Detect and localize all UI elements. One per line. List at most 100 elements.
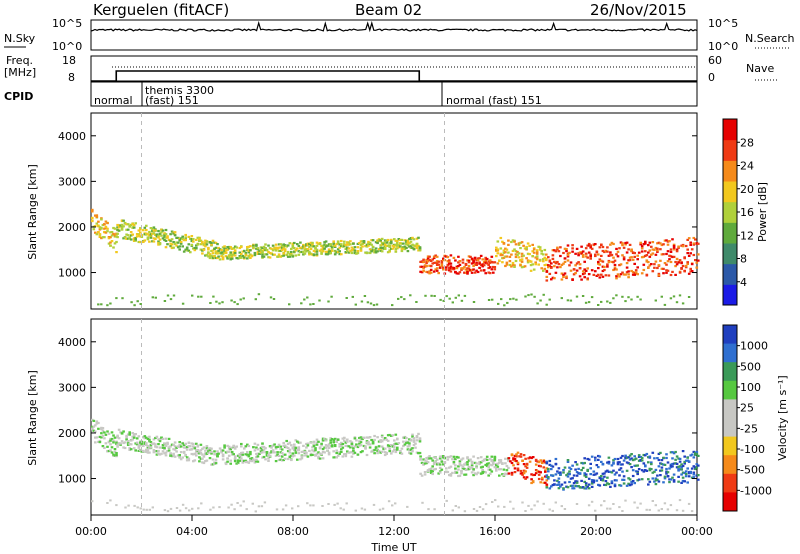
- heatmap-cell: [653, 480, 656, 483]
- heatmap-cell: [264, 248, 267, 252]
- heatmap-cell: [662, 272, 665, 275]
- heatmap-cell: [660, 466, 664, 469]
- heatmap-cell: [654, 253, 658, 256]
- heatmap-cell: [403, 245, 407, 248]
- heatmap-cell: [418, 246, 422, 249]
- heatmap-cell: [393, 439, 396, 442]
- heatmap-cell: [597, 466, 600, 469]
- heatmap-cell: [241, 453, 245, 456]
- heatmap-cell: [335, 440, 338, 443]
- heatmap-cell: [501, 240, 504, 243]
- heatmap-cell: [592, 481, 596, 484]
- heatmap-cell: [190, 452, 194, 456]
- heatmap-cell: [504, 255, 507, 258]
- heatmap-cell: [173, 445, 177, 448]
- heatmap-cell: [501, 257, 504, 260]
- heatmap-cell: [505, 473, 509, 476]
- heatmap-cell: [666, 240, 670, 243]
- heatmap-cell: [402, 440, 405, 443]
- heatmap-cell: [201, 453, 204, 456]
- heatmap-cell: [97, 231, 100, 234]
- heatmap-cell: [103, 227, 106, 230]
- heatmap-cell: [360, 300, 364, 303]
- heatmap-cell: [181, 238, 184, 241]
- heatmap-cell: [429, 457, 433, 460]
- heatmap-cell: [341, 455, 345, 458]
- heatmap-cell: [482, 264, 486, 267]
- heatmap-cell: [463, 463, 466, 466]
- heatmap-cell: [601, 275, 605, 278]
- heatmap-cell: [280, 246, 284, 249]
- heatmap-cell: [692, 473, 696, 476]
- ytick-label: 2000: [58, 221, 86, 234]
- heatmap-cell: [135, 443, 139, 446]
- heatmap-cell: [642, 268, 646, 272]
- heatmap-cell: [484, 471, 487, 474]
- heatmap-cell: [604, 249, 608, 252]
- heatmap-cell: [568, 251, 571, 254]
- heatmap-cell: [213, 255, 216, 258]
- heatmap-cell: [142, 508, 145, 511]
- heatmap-cell: [370, 450, 373, 453]
- heatmap-cell: [659, 242, 662, 245]
- heatmap-cell: [636, 273, 639, 276]
- heatmap-cell: [500, 298, 503, 301]
- heatmap-cell: [333, 253, 337, 256]
- heatmap-cell: [402, 247, 405, 250]
- heatmap-cell: [257, 293, 261, 296]
- heatmap-cell: [236, 502, 239, 504]
- heatmap-cell: [495, 464, 498, 467]
- heatmap-cell: [636, 479, 639, 482]
- heatmap-cell: [364, 446, 367, 449]
- heatmap-cell: [254, 298, 257, 301]
- heatmap-cell: [633, 458, 636, 461]
- heatmap-cell: [192, 238, 195, 241]
- heatmap-cell: [335, 242, 338, 246]
- heatmap-cell: [520, 252, 524, 255]
- heatmap-cell: [581, 273, 585, 276]
- heatmap-cell: [199, 449, 203, 452]
- heatmap-cell: [400, 249, 404, 253]
- heatmap-cell: [115, 454, 118, 457]
- heatmap-cell: [490, 455, 494, 458]
- heatmap-cell: [386, 251, 390, 254]
- beam-title: Beam 02: [355, 1, 422, 19]
- heatmap-cell: [271, 449, 275, 452]
- heatmap-cell: [621, 478, 624, 481]
- heatmap-cell: [323, 243, 326, 246]
- heatmap-cell: [297, 505, 300, 508]
- heatmap-cell: [675, 250, 679, 253]
- heatmap-cell: [545, 253, 548, 256]
- heatmap-cell: [238, 454, 242, 457]
- heatmap-cell: [603, 268, 606, 272]
- heatmap-cell: [545, 476, 549, 479]
- heatmap-cell: [238, 256, 242, 259]
- heatmap-cell: [627, 477, 630, 480]
- heatmap-cell: [675, 455, 679, 458]
- heatmap-cell: [631, 469, 635, 472]
- heatmap-cell: [499, 468, 503, 471]
- heatmap-cell: [399, 450, 402, 453]
- heatmap-cell: [240, 454, 243, 457]
- heatmap-cell: [631, 258, 635, 261]
- heatmap-cell: [475, 473, 478, 476]
- heatmap-cell: [143, 233, 147, 236]
- heatmap-cell: [128, 443, 131, 446]
- heatmap-cell: [347, 445, 351, 448]
- heatmap-cell: [487, 465, 490, 468]
- heatmap-cell: [261, 449, 264, 452]
- heatmap-cell: [94, 430, 97, 433]
- heatmap-cell: [349, 250, 352, 253]
- heatmap-cell: [320, 453, 323, 456]
- power-colorbar-label: Power [dB]: [756, 182, 769, 242]
- heatmap-cell: [607, 261, 611, 264]
- heatmap-cell: [370, 243, 373, 246]
- heatmap-cell: [485, 262, 489, 265]
- heatmap-cell: [590, 296, 594, 299]
- heatmap-cell: [241, 461, 245, 464]
- heatmap-cell: [674, 273, 677, 276]
- heatmap-cell: [695, 242, 699, 245]
- heatmap-cell: [556, 248, 559, 251]
- heatmap-cell: [581, 250, 585, 253]
- heatmap-cell: [98, 233, 102, 236]
